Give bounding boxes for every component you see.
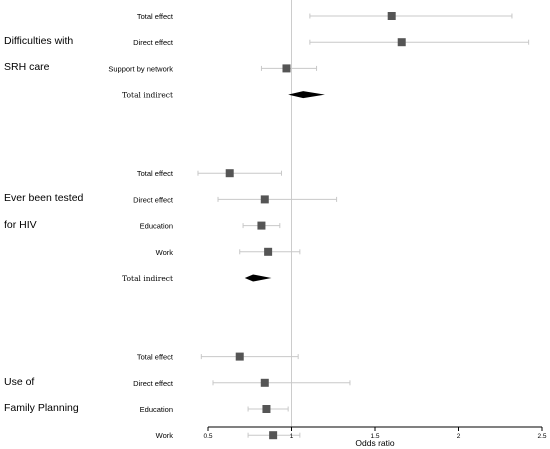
row-direct-effect-point-estimate — [260, 195, 269, 204]
x-axis-ticks: 0.5 1 1.5 2 2.5 — [203, 427, 547, 440]
total-indirect-diamond — [288, 91, 325, 99]
group-label-line: for HIV — [4, 218, 37, 231]
row-direct-effect-label: Direct effect — [133, 38, 174, 47]
row-work-point-estimate — [264, 247, 273, 256]
group-label-line: Ever been tested — [4, 192, 84, 205]
row-work-point-estimate — [269, 431, 278, 440]
total-indirect-diamond — [244, 274, 272, 282]
group-label-line: SRH care — [4, 61, 50, 74]
row-total-indirect-label: Total indirect — [122, 91, 173, 100]
row-total-effect-point-estimate — [387, 12, 396, 20]
group-label-line: Family Planning — [4, 402, 79, 414]
row-direct-effect-label: Direct effect — [133, 195, 174, 204]
group-label-line: Difficulties with — [4, 35, 74, 48]
x-tick-label: 2 — [457, 433, 461, 440]
x-tick-label: 1 — [290, 433, 294, 440]
row-support-by-network-label: Support by network — [108, 64, 173, 73]
group-label-line: Use of — [4, 375, 35, 388]
row-work-label: Work — [156, 248, 174, 257]
row-work-label: Work — [156, 431, 174, 440]
row-education-point-estimate — [262, 405, 271, 413]
row-total-effect-label: Total effect — [137, 12, 174, 21]
chart-marks: Total effect Direct effect Support by netw… — [108, 12, 530, 440]
row-total-effect-label: Total effect — [137, 169, 174, 178]
row-education-label: Education — [140, 405, 173, 414]
x-tick-label: 0.5 — [203, 433, 212, 440]
row-support-by-network-point-estimate — [282, 64, 291, 73]
row-total-effect-point-estimate — [225, 169, 234, 178]
row-direct-effect-label: Direct effect — [133, 379, 174, 388]
x-axis-label: Odds ratio — [355, 438, 394, 448]
row-education-point-estimate — [257, 221, 266, 230]
row-total-effect-point-estimate — [235, 352, 244, 361]
row-education-label: Education — [140, 222, 173, 231]
x-tick-label: 2.5 — [537, 433, 546, 440]
row-total-indirect-label: Total indirect — [122, 274, 173, 283]
x-tick-label: 1.5 — [370, 433, 379, 440]
row-total-effect-label: Total effect — [137, 353, 174, 362]
row-direct-effect-point-estimate — [397, 38, 406, 47]
row-direct-effect-point-estimate — [260, 378, 269, 387]
